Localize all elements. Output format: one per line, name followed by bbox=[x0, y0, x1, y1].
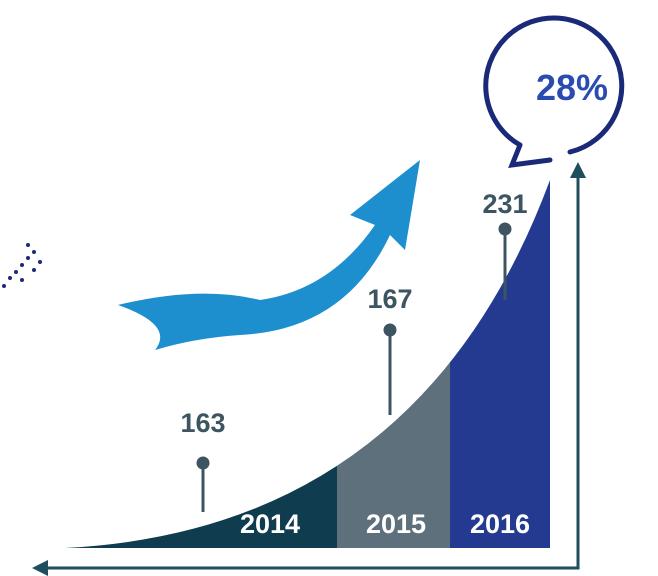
dots bbox=[2, 243, 42, 288]
bubble bbox=[483, 15, 625, 169]
segment-2014 bbox=[65, 180, 337, 548]
pins bbox=[196, 222, 512, 512]
year-label: 2016 bbox=[470, 509, 530, 539]
growth-label: 28% bbox=[536, 67, 608, 108]
year-label: 2015 bbox=[366, 509, 426, 539]
value-label: 167 bbox=[367, 284, 412, 314]
arrow-head bbox=[570, 162, 586, 178]
axes bbox=[45, 175, 580, 570]
arrow-head bbox=[32, 560, 48, 576]
year-label: 2014 bbox=[240, 509, 300, 539]
rising-arrow bbox=[118, 160, 420, 350]
value-label: 231 bbox=[482, 189, 527, 219]
growth-area bbox=[65, 180, 550, 548]
value-label: 163 bbox=[180, 408, 225, 438]
